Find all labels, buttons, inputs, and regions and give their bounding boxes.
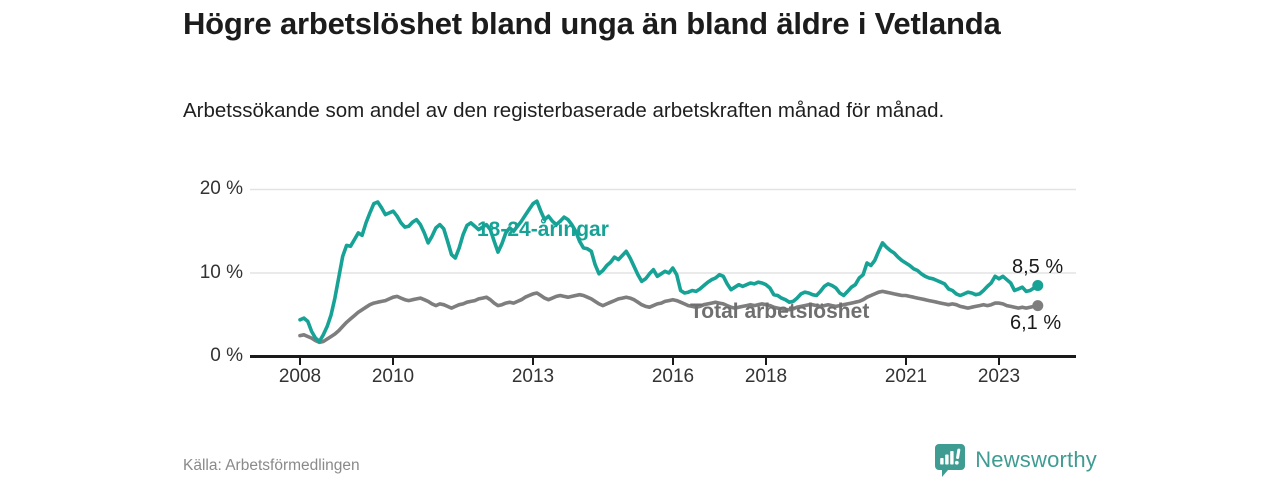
data-series-layer xyxy=(298,199,1044,345)
line-total xyxy=(298,289,1040,345)
y-tick-20: 20 % xyxy=(199,178,243,199)
source-credit: Källa: Arbetsförmedlingen xyxy=(183,457,360,474)
x-tick-2016: 2016 xyxy=(651,366,695,387)
x-tick-marks xyxy=(299,358,1000,365)
x-tick-2021: 2021 xyxy=(884,366,928,387)
series-label-young: 18-24-åringar xyxy=(477,218,609,241)
end-value-young: 8,5 % xyxy=(1012,256,1064,278)
y-tick-0: 0 % xyxy=(210,345,243,366)
x-tick-2018: 2018 xyxy=(744,366,788,387)
x-tick-2023: 2023 xyxy=(977,366,1021,387)
newsworthy-wordmark: Newsworthy xyxy=(975,447,1097,472)
end-value-total: 6,1 % xyxy=(1010,312,1062,334)
series-label-total: Total arbetslöshet xyxy=(690,300,870,323)
y-tick-10: 10 % xyxy=(199,262,243,283)
end-dot-total xyxy=(1032,300,1044,312)
line-young xyxy=(298,199,1040,344)
x-tick-2013: 2013 xyxy=(511,366,555,387)
page-title: Högre arbetslöshet bland unga än bland ä… xyxy=(183,6,1001,41)
end-dot-young xyxy=(1032,280,1044,291)
x-tick-2008: 2008 xyxy=(278,366,322,387)
chart-subtitle: Arbetssökande som andel av den registerb… xyxy=(183,99,945,122)
newsworthy-logo[interactable]: Newsworthy xyxy=(934,443,1097,477)
newsworthy-bubble-icon xyxy=(935,444,966,477)
x-tick-2010: 2010 xyxy=(371,366,415,387)
